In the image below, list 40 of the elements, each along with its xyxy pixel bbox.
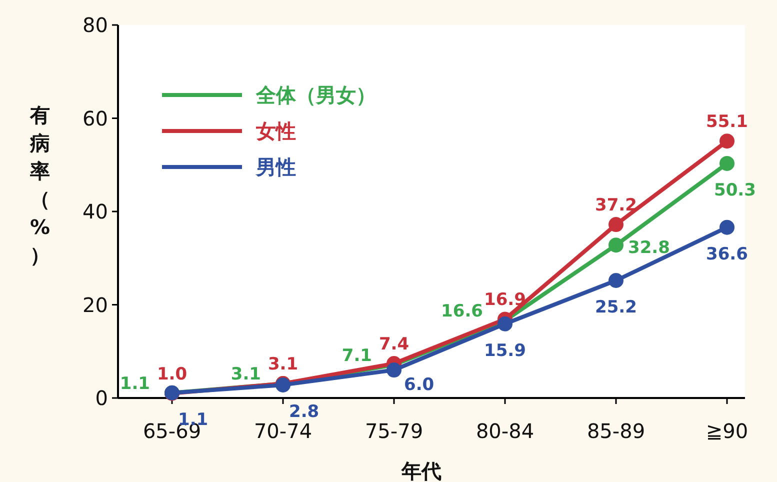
point <box>720 156 734 171</box>
x-tick-label: 80-84 <box>476 419 534 443</box>
legend-label: 全体（男女） <box>255 83 376 107</box>
data-label: 32.8 <box>628 238 670 258</box>
legend-label: 女性 <box>255 119 296 143</box>
x-tick-label: 70-74 <box>254 419 312 443</box>
point <box>608 217 624 232</box>
x-tick-label: 85-89 <box>586 419 646 443</box>
x-tick-label: ≧90 <box>706 419 748 443</box>
data-label: 15.9 <box>484 340 526 361</box>
data-label: 50.3 <box>714 180 756 200</box>
point <box>386 362 402 378</box>
data-label: 1.0 <box>156 364 188 384</box>
y-tick-label: 0 <box>95 386 108 410</box>
point <box>720 220 734 235</box>
data-label: 7.1 <box>342 346 372 366</box>
data-label: 36.6 <box>706 244 748 264</box>
data-label: 37.2 <box>595 196 637 216</box>
x-axis-title: 年代 <box>400 459 442 482</box>
data-label: 16.6 <box>441 302 483 322</box>
y-tick-label: 60 <box>82 106 108 130</box>
y-axis-title: 有病率（%） <box>29 103 50 267</box>
data-label: 7.4 <box>378 334 410 354</box>
point <box>608 273 624 288</box>
data-label: 1.1 <box>120 374 150 394</box>
data-label: 3.1 <box>268 354 298 375</box>
point <box>498 316 512 332</box>
point <box>608 238 624 253</box>
data-label: 3.1 <box>230 364 261 385</box>
data-label: 6.0 <box>404 375 434 396</box>
legend-label: 男性 <box>255 155 296 179</box>
data-label: 55.1 <box>706 112 748 132</box>
x-tick-label: 75-79 <box>364 419 424 443</box>
y-tick-label: 20 <box>82 292 108 317</box>
point <box>720 134 734 149</box>
data-label: 25.2 <box>595 298 637 318</box>
y-tick-label: 80 <box>82 13 108 37</box>
data-label: 16.9 <box>484 290 526 310</box>
y-tick-label: 40 <box>82 200 108 224</box>
data-label: 2.8 <box>289 402 320 422</box>
